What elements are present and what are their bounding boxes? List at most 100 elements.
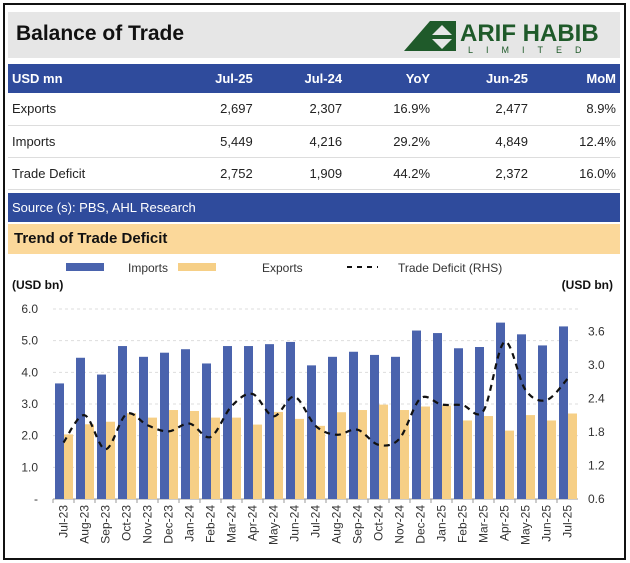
table-cell: 16.9%	[346, 93, 435, 126]
imports-bar	[433, 333, 442, 499]
legend-imports-swatch	[66, 263, 104, 271]
table-cell: 29.2%	[346, 125, 435, 158]
trade-deficit-line	[62, 340, 569, 451]
left-tick-label: 4.0	[21, 365, 38, 379]
x-tick-label: Aug-24	[330, 505, 344, 544]
exports-bar	[190, 410, 199, 499]
col-header: Jul-25	[167, 64, 257, 93]
exports-bar	[85, 424, 94, 499]
legend-deficit-label: Trade Deficit (RHS)	[398, 261, 502, 275]
page-title: Balance of Trade	[16, 22, 185, 45]
exports-bar	[295, 418, 304, 499]
exports-bar	[274, 411, 283, 499]
x-tick-label: Jan-24	[183, 505, 197, 542]
table-cell: Exports	[8, 93, 168, 126]
legend-imports-label: Imports	[128, 261, 168, 275]
exports-bar	[547, 420, 556, 499]
x-tick-label: Aug-23	[78, 505, 92, 544]
imports-bar	[307, 365, 316, 499]
logo-subtext: LIMITED	[468, 45, 595, 55]
imports-bar	[475, 347, 484, 499]
x-tick-label: Jun-25	[540, 505, 554, 542]
infographic-frame	[3, 3, 626, 560]
x-tick-label: Oct-23	[120, 505, 134, 541]
table-cell: 8.9%	[531, 93, 620, 126]
x-tick-label: Apr-24	[246, 505, 260, 541]
table-cell: 44.2%	[346, 157, 435, 190]
imports-bar	[517, 334, 526, 499]
exports-bar	[337, 412, 346, 499]
x-tick-label: Dec-23	[162, 505, 176, 544]
left-tick-label: 6.0	[21, 302, 38, 316]
x-tick-label: Jan-25	[435, 505, 449, 542]
x-tick-label: Mar-24	[225, 505, 239, 543]
trade-chart: Imports Exports Trade Deficit (RHS) (USD bn…	[12, 261, 613, 545]
source-note: Source (s): PBS, AHL Research	[8, 193, 620, 222]
table-row: Trade Deficit 2,752 1,909 44.2% 2,372 16.0%	[8, 157, 620, 190]
table-cell: 16.0%	[531, 157, 620, 190]
imports-bar	[244, 346, 253, 499]
x-tick-label: Nov-24	[393, 505, 407, 544]
exports-bar	[64, 434, 73, 499]
right-tick-label: 3.0	[588, 358, 605, 372]
exports-bar	[358, 410, 367, 499]
logo-text: ARIF HABIB	[460, 20, 599, 47]
col-header: MoM	[531, 64, 620, 93]
x-tick-label: Oct-24	[372, 505, 386, 541]
exports-bar	[400, 410, 409, 499]
x-tick-label: Dec-24	[414, 505, 428, 544]
table-cell: 2,477	[434, 93, 532, 126]
table-cell: 2,307	[256, 93, 347, 126]
table-row: Exports 2,697 2,307 16.9% 2,477 8.9%	[8, 93, 620, 126]
imports-bar	[139, 356, 148, 499]
left-tick-label: 2.0	[21, 429, 38, 443]
col-header: USD mn	[8, 64, 168, 93]
exports-bar	[568, 413, 577, 499]
x-tick-label: May-24	[267, 505, 281, 545]
imports-bar	[118, 346, 127, 499]
x-tick-label: Feb-25	[456, 505, 470, 543]
x-tick-label: Sep-23	[99, 505, 113, 544]
exports-bar	[379, 404, 388, 499]
table-header-row: USD mn Jul-25 Jul-24 YoY Jun-25 MoM	[8, 64, 620, 93]
exports-bar	[106, 421, 115, 499]
imports-bar	[328, 356, 337, 499]
exports-bar	[526, 415, 535, 499]
exports-bar	[421, 406, 430, 499]
exports-bar	[232, 417, 241, 499]
right-tick-label: 1.2	[588, 458, 605, 472]
imports-bar	[55, 383, 64, 499]
imports-bar	[538, 345, 547, 499]
table-cell: 2,372	[434, 157, 532, 190]
exports-bar	[505, 430, 514, 499]
right-axis-title: (USD bn)	[562, 278, 613, 292]
table-cell: Trade Deficit	[8, 157, 168, 190]
exports-bar	[211, 417, 220, 499]
right-tick-label: 0.6	[588, 492, 605, 506]
imports-bar	[496, 322, 505, 499]
x-tick-label: Nov-23	[141, 505, 155, 544]
right-tick-label: 2.4	[588, 391, 605, 405]
imports-bar	[349, 351, 358, 499]
x-tick-label: Apr-25	[498, 505, 512, 541]
table-cell: 1,909	[256, 157, 347, 190]
table-cell: 4,849	[434, 125, 532, 158]
imports-bar	[97, 374, 106, 499]
x-tick-label: Jul-24	[309, 505, 323, 538]
table-cell: Imports	[8, 125, 168, 158]
imports-bar	[454, 348, 463, 499]
section-title: Trend of Trade Deficit	[8, 224, 620, 254]
table-cell: 12.4%	[531, 125, 620, 158]
left-tick-label: 1.0	[21, 460, 38, 474]
exports-bar	[463, 420, 472, 499]
imports-bar	[265, 344, 274, 499]
imports-bar	[370, 354, 379, 499]
exports-bar	[148, 417, 157, 499]
col-header: YoY	[346, 64, 435, 93]
exports-bar	[484, 416, 493, 499]
header-band: Balance of Trade ARIF HABIB LIMITED	[8, 12, 620, 58]
right-tick-label: 1.8	[588, 425, 605, 439]
x-tick-label: May-25	[519, 505, 533, 545]
x-tick-label: Jun-24	[288, 505, 302, 542]
table-cell: 5,449	[167, 125, 257, 158]
